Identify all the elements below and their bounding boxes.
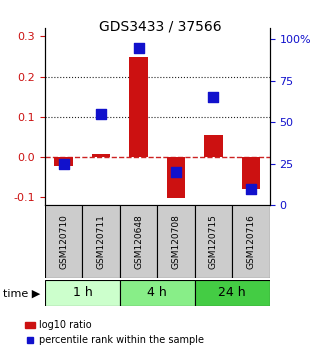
Bar — [195, 205, 232, 278]
Text: 4 h: 4 h — [147, 286, 167, 299]
Bar — [167, 157, 185, 198]
Text: GDS3433 / 37566: GDS3433 / 37566 — [99, 19, 222, 34]
Text: GSM120715: GSM120715 — [209, 214, 218, 269]
Text: 24 h: 24 h — [218, 286, 246, 299]
Bar — [92, 154, 110, 157]
Bar — [232, 205, 270, 278]
Text: GSM120711: GSM120711 — [97, 214, 106, 269]
Bar — [120, 280, 195, 306]
Bar — [195, 280, 270, 306]
Legend: log10 ratio, percentile rank within the sample: log10 ratio, percentile rank within the … — [21, 316, 208, 349]
Point — [211, 95, 216, 100]
Bar — [54, 157, 73, 166]
Point — [99, 111, 104, 117]
Bar — [120, 205, 157, 278]
Bar — [241, 157, 260, 189]
Point — [136, 45, 141, 51]
Point — [173, 169, 178, 175]
Bar — [82, 205, 120, 278]
Text: GSM120648: GSM120648 — [134, 214, 143, 269]
Bar — [157, 205, 195, 278]
Text: 1 h: 1 h — [73, 286, 92, 299]
Bar — [45, 280, 120, 306]
Text: GSM120708: GSM120708 — [171, 214, 180, 269]
Bar — [45, 205, 82, 278]
Point — [61, 161, 66, 167]
Text: time ▶: time ▶ — [3, 289, 40, 299]
Text: GSM120710: GSM120710 — [59, 214, 68, 269]
Bar — [129, 57, 148, 157]
Point — [248, 186, 254, 192]
Text: GSM120716: GSM120716 — [247, 214, 256, 269]
Bar — [204, 135, 223, 157]
